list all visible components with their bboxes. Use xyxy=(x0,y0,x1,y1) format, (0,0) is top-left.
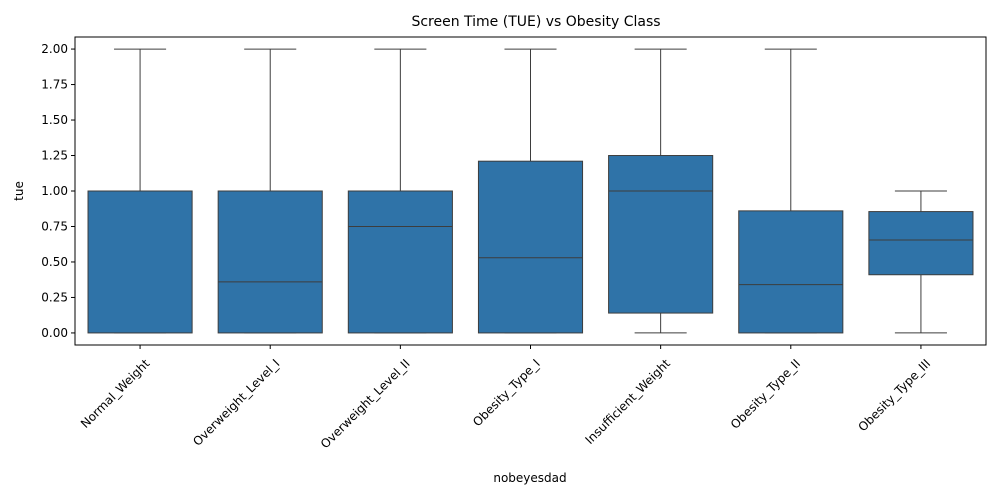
box-Obesity_Type_II xyxy=(738,48,844,334)
y-tick-label: 0.25 xyxy=(41,290,68,304)
y-tick-label: 0.50 xyxy=(41,255,68,269)
plot-frame xyxy=(74,36,987,346)
iqr-box xyxy=(868,211,974,276)
box-Insufficient_Weight xyxy=(608,48,714,334)
iqr-box xyxy=(608,155,714,314)
x-tick-label: Obesity_Type_II xyxy=(728,356,803,431)
box-Normal_Weight xyxy=(87,48,193,334)
x-tick-label: Obesity_Type_I xyxy=(470,356,543,429)
y-axis-label: tue xyxy=(12,181,26,201)
x-tick-label: Normal_Weight xyxy=(78,356,153,431)
y-ticks: 0.00 0.25 0.50 0.75 1.00 1.25 1.50 1.75 2.00 xyxy=(41,42,75,340)
y-tick-label: 1.75 xyxy=(41,78,68,92)
chart-title: Screen Time (TUE) vs Obesity Class xyxy=(411,14,660,30)
iqr-box xyxy=(347,190,453,334)
iqr-box xyxy=(738,210,844,334)
box-Obesity_Type_I xyxy=(477,48,584,334)
box-Overweight_Level_I xyxy=(217,48,323,334)
y-tick-label: 2.00 xyxy=(41,42,68,56)
y-tick-label: 0.75 xyxy=(41,219,68,233)
iqr-box xyxy=(217,190,323,334)
x-tick-label: Insufficient_Weight xyxy=(582,356,673,447)
box-Obesity_Type_III xyxy=(868,190,974,334)
y-tick-label: 1.00 xyxy=(41,184,68,198)
iqr-box xyxy=(87,190,193,334)
x-tick-label: Overweight_Level_I xyxy=(190,356,282,448)
y-tick-label: 0.00 xyxy=(41,326,68,340)
x-axis-label: nobeyesdad xyxy=(493,471,566,485)
boxes xyxy=(87,48,974,334)
x-tick-label: Overweight_Level_II xyxy=(318,356,413,451)
y-tick-label: 1.50 xyxy=(41,113,68,127)
x-tick-label: Obesity_Type_III xyxy=(855,356,933,434)
x-ticks: Normal_Weight Overweight_Level_I Overweigh… xyxy=(78,345,933,451)
iqr-box xyxy=(477,160,584,334)
box-Overweight_Level_II xyxy=(347,48,453,334)
y-tick-label: 1.25 xyxy=(41,149,68,163)
